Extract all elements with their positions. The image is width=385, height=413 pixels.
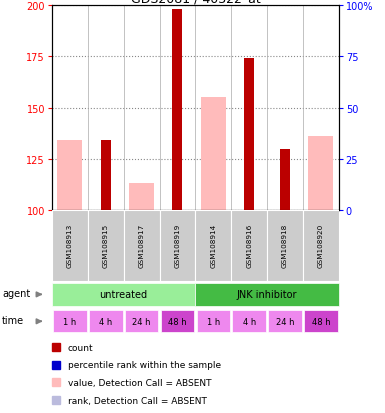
Bar <box>161 311 194 332</box>
Text: value, Detection Call = ABSENT: value, Detection Call = ABSENT <box>68 378 211 387</box>
Text: JNK inhibitor: JNK inhibitor <box>237 290 297 300</box>
Text: time: time <box>2 315 24 325</box>
Bar <box>197 311 230 332</box>
Text: 1 h: 1 h <box>63 317 77 326</box>
Text: GSM108918: GSM108918 <box>282 224 288 268</box>
Text: 1 h: 1 h <box>207 317 220 326</box>
Bar <box>172 10 182 211</box>
Text: GSM108917: GSM108917 <box>139 224 145 268</box>
Text: 24 h: 24 h <box>132 317 151 326</box>
Text: rank, Detection Call = ABSENT: rank, Detection Call = ABSENT <box>68 396 207 405</box>
Text: GSM108919: GSM108919 <box>174 224 181 268</box>
Bar <box>201 98 226 211</box>
Bar <box>280 150 290 211</box>
Bar <box>125 311 158 332</box>
Text: count: count <box>68 343 94 352</box>
Text: 48 h: 48 h <box>311 317 330 326</box>
Text: 48 h: 48 h <box>168 317 187 326</box>
Text: GSM108914: GSM108914 <box>210 224 216 268</box>
Title: GDS2081 / 40322_at: GDS2081 / 40322_at <box>131 0 260 5</box>
Bar <box>57 141 82 211</box>
Bar <box>244 59 254 211</box>
Text: percentile rank within the sample: percentile rank within the sample <box>68 361 221 370</box>
Text: untreated: untreated <box>100 290 148 300</box>
Bar <box>52 283 196 306</box>
Bar <box>268 311 302 332</box>
Bar <box>101 141 111 211</box>
Text: 4 h: 4 h <box>99 317 112 326</box>
Text: agent: agent <box>2 288 30 298</box>
Bar <box>195 211 231 281</box>
Bar <box>159 211 195 281</box>
Bar <box>196 283 339 306</box>
Text: 4 h: 4 h <box>243 317 256 326</box>
Text: 24 h: 24 h <box>276 317 294 326</box>
Bar <box>52 211 88 281</box>
Bar <box>267 211 303 281</box>
Bar <box>233 311 266 332</box>
Text: GSM108913: GSM108913 <box>67 224 73 268</box>
Bar <box>231 211 267 281</box>
Bar <box>88 211 124 281</box>
Text: GSM108920: GSM108920 <box>318 224 324 268</box>
Bar <box>304 311 338 332</box>
Text: GSM108915: GSM108915 <box>103 224 109 268</box>
Bar <box>129 184 154 211</box>
Text: GSM108916: GSM108916 <box>246 224 252 268</box>
Bar <box>53 311 87 332</box>
Bar <box>89 311 122 332</box>
Bar <box>303 211 339 281</box>
Bar <box>308 137 333 211</box>
Bar <box>124 211 159 281</box>
